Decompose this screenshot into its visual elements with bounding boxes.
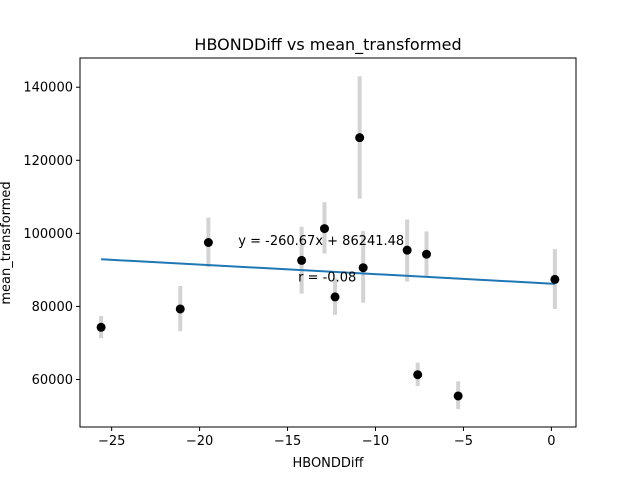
data-point-2 <box>203 238 213 247</box>
data-point-9 <box>413 370 423 380</box>
data-point-11 <box>453 391 463 401</box>
fit-line <box>101 258 555 285</box>
data-point-6 <box>355 133 365 143</box>
x-tick-label-1: −20 <box>186 434 213 449</box>
data-point-5 <box>330 292 340 302</box>
annotation-1: r = -0.08 <box>298 271 356 286</box>
y-tick-label-0: 60000 <box>32 373 73 388</box>
data-point-3 <box>297 255 307 265</box>
x-tick-label-2: −15 <box>274 434 301 449</box>
annotation-0: y = -260.67x + 86241.48 <box>238 234 404 249</box>
data-point-12 <box>550 274 560 284</box>
x-axis-label: HBONDDiff <box>292 456 364 471</box>
annotations: y = -260.67x + 86241.48 r = -0.08 <box>238 234 404 286</box>
x-tick-label-5: 0 <box>547 434 555 449</box>
data-points <box>96 133 560 401</box>
data-point-10 <box>421 249 431 259</box>
data-point-1 <box>175 304 185 314</box>
chart-title: HBONDDiff vs mean_transformed <box>194 35 461 55</box>
x-axis: −25 −20 −15 −10 −5 0 <box>98 427 556 449</box>
y-tick-label-3: 120000 <box>23 154 73 169</box>
x-tick-label-4: −5 <box>454 434 473 449</box>
y-tick-label-4: 140000 <box>23 81 73 96</box>
plot-frame <box>79 57 577 428</box>
x-tick-label-3: −10 <box>362 434 389 449</box>
y-tick-label-2: 100000 <box>23 227 73 242</box>
y-axis-label: mean_transformed <box>0 181 14 304</box>
data-point-0 <box>96 322 106 332</box>
data-point-8 <box>402 245 412 255</box>
x-tick-label-0: −25 <box>98 434 125 449</box>
y-axis: 60000 80000 100000 120000 140000 <box>23 81 80 388</box>
fit-line-group <box>101 258 555 285</box>
data-point-4 <box>319 224 329 234</box>
data-point-7 <box>358 263 368 273</box>
y-tick-label-1: 80000 <box>32 300 73 315</box>
